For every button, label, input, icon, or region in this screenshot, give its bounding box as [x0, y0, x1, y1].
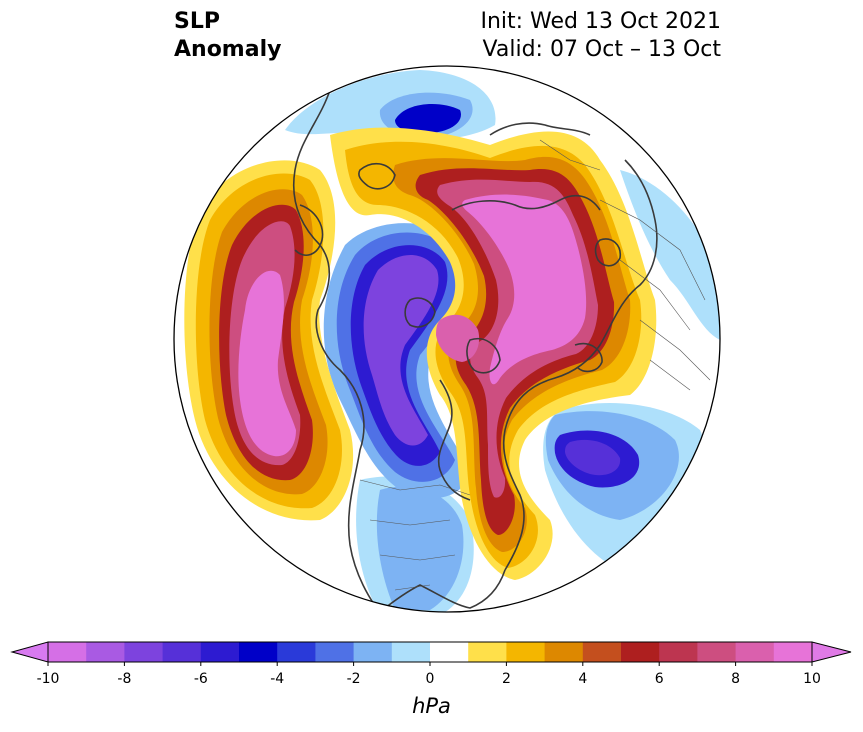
colorbar-swatch [239, 642, 278, 662]
colorbar-swatch [697, 642, 737, 662]
colorbar-extend-low [10, 641, 49, 663]
run-info: Init: Wed 13 Oct 2021 Valid: 07 Oct – 13… [480, 8, 721, 64]
colorbar-extend-high [811, 641, 852, 663]
colorbar-tick-label: 8 [731, 671, 740, 687]
colorbar-swatch [48, 642, 87, 662]
map-title: SLP Anomaly [174, 8, 281, 64]
colorbar-tick-label: 0 [426, 671, 435, 687]
colorbar-tick-label: -10 [37, 671, 60, 687]
polar-map [174, 66, 720, 612]
colorbar-swatch [582, 642, 622, 662]
colorbar-tick-label: 2 [502, 671, 511, 687]
colorbar-tick-label: -4 [270, 671, 284, 687]
colorbar-swatch [124, 642, 164, 662]
colorbar-swatch [315, 642, 355, 662]
colorbar-swatch [735, 642, 775, 662]
colorbar-tick-label: 6 [655, 671, 664, 687]
colorbar-swatch [162, 642, 202, 662]
colorbar-tick-label: 10 [803, 671, 821, 687]
colorbar-tick-label: 4 [578, 671, 587, 687]
colorbar-swatch [86, 642, 125, 662]
colorbar-swatch [544, 642, 584, 662]
colorbar-tick-label: -6 [194, 671, 208, 687]
colorbar-swatch [506, 642, 546, 662]
colorbar-swatch [659, 642, 698, 662]
colorbar-swatch [430, 642, 469, 662]
title-line-2: Anomaly [174, 37, 282, 62]
map-boundary-circle [173, 65, 721, 613]
valid-range: Valid: 07 Oct – 13 Oct [482, 37, 721, 62]
colorbar-tick-label: -8 [117, 671, 131, 687]
colorbar-swatch [277, 642, 316, 662]
borders [359, 139, 711, 591]
init-date: Init: Wed 13 Oct 2021 [480, 9, 721, 34]
colorbar-swatch [773, 642, 813, 662]
colorbar-swatch [353, 642, 393, 662]
colorbar: -10 -8 -6 -4 -2 0 2 4 6 8 10 [10, 641, 852, 687]
coastlines [292, 89, 658, 612]
anomaly-pink-max [238, 194, 587, 457]
colorbar-swatch [468, 642, 507, 662]
colorbar-tick-label: -2 [347, 671, 361, 687]
colorbar-swatch [391, 642, 431, 662]
colorbar-units-label: hPa [412, 694, 451, 718]
colorbar-swatch [200, 642, 240, 662]
anomaly-deep-blue [336, 104, 640, 488]
colorbar-swatch [621, 642, 660, 662]
title-line-1: SLP [174, 9, 220, 34]
